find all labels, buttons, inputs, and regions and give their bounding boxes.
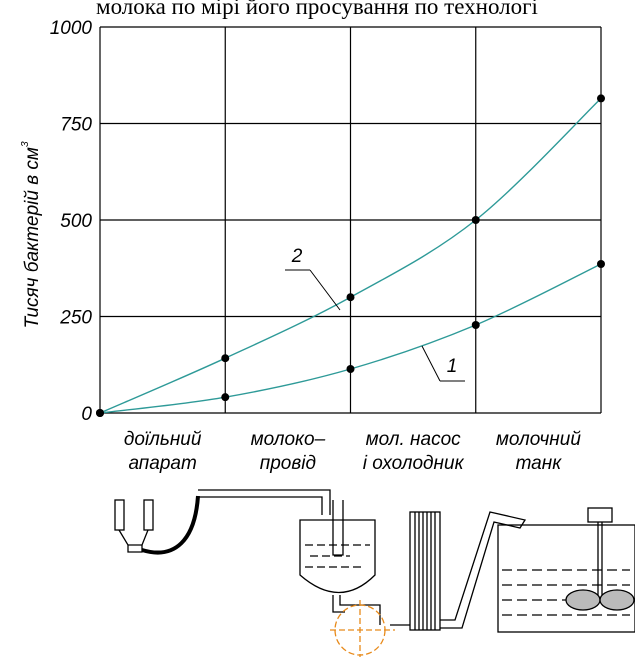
y-tick-label: 1000 (50, 18, 93, 39)
point (221, 354, 230, 363)
header-text: молока по мірі його просування по технол… (96, 0, 538, 19)
stage-label: і охолодник (363, 453, 465, 474)
curve (99, 97, 602, 414)
point (597, 94, 605, 103)
y-axis-label-text: Тисяч бактерій в см (22, 147, 43, 329)
stage-label: танк (516, 453, 563, 474)
leader-line (421, 345, 465, 382)
stage-label: апарат (128, 453, 196, 474)
point (221, 393, 230, 402)
point (346, 293, 355, 302)
curve-label: 1 (447, 356, 458, 377)
point (471, 320, 480, 329)
stage-label: молочний (496, 429, 581, 450)
point (471, 216, 480, 224)
point (346, 364, 355, 373)
point (96, 409, 104, 417)
y-axis-label: Тисяч бактерій в см3 (20, 141, 43, 329)
y-tick-label: 500 (60, 211, 92, 232)
y-tick-label: 0 (81, 404, 92, 425)
stage-label: провід (260, 453, 316, 474)
curve-label: 2 (291, 246, 303, 267)
equipment-diagram (114, 489, 635, 657)
y-axis-label-sup: 3 (20, 141, 31, 147)
point (597, 260, 605, 269)
leader-line (285, 269, 341, 311)
y-tick-label: 250 (59, 308, 92, 329)
stage-label: мол. насос (366, 429, 462, 450)
stage-label: молоко– (251, 429, 326, 450)
y-tick-label: 750 (60, 115, 92, 136)
stage-label: доїльний (124, 429, 202, 450)
